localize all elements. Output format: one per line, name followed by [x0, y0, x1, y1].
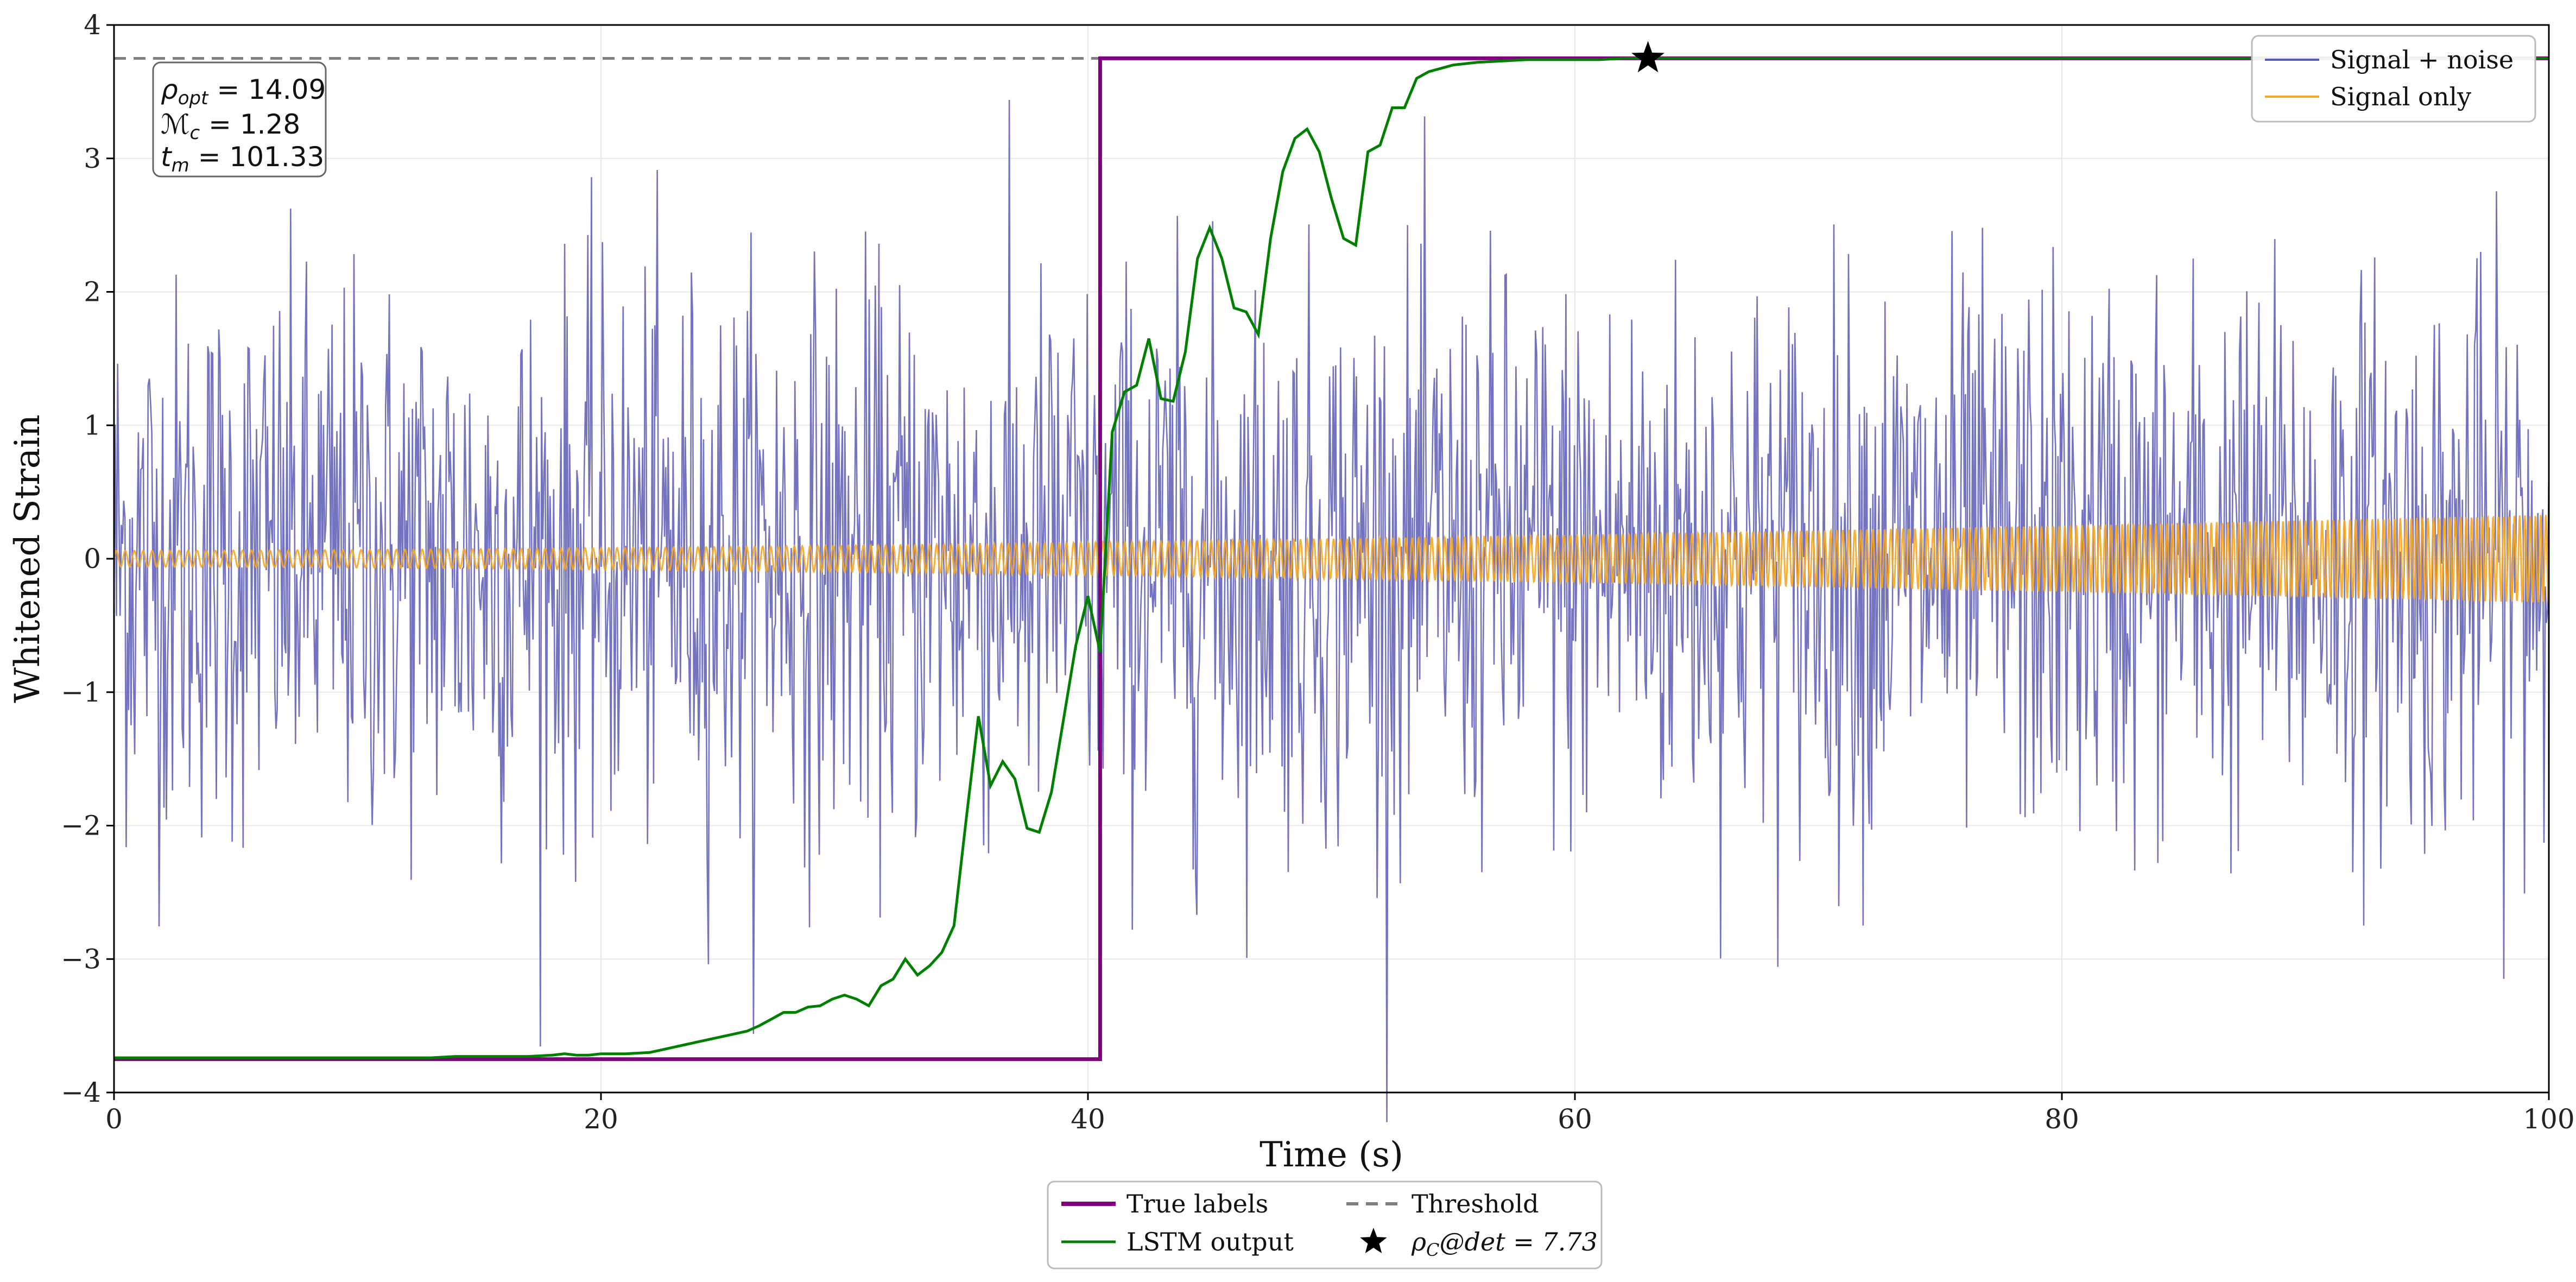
y-tick-label: −3: [61, 943, 101, 975]
x-tick-label: 80: [2045, 1103, 2079, 1135]
annotation-box: [152, 61, 327, 178]
legend-bottom: True labels Threshold LSTM output ρC@det…: [1047, 1180, 1603, 1270]
y-tick-label: 1: [84, 409, 101, 441]
x-tick-label: 20: [584, 1103, 618, 1135]
annotation-merger-time: tm = 101.33: [161, 141, 324, 176]
x-tick-label: 40: [1071, 1103, 1105, 1135]
y-axis-title: Whitened Strain: [8, 414, 48, 703]
annotation-chirp-mass: ℳc = 1.28: [161, 109, 300, 144]
lstm-output-series: [114, 56, 2549, 1059]
detection-star-layer: [1631, 41, 1664, 73]
legend-bottom-box: [1047, 1180, 1603, 1270]
signal-noise-series: [113, 99, 2550, 1122]
y-tick-label: 2: [84, 276, 101, 308]
lstm-output-layer: [114, 56, 2549, 1059]
legend-label-signal-noise: Signal + noise: [2330, 45, 2514, 74]
annotation-rho-opt: ρopt = 14.09: [161, 74, 326, 109]
legend-label-lstm-output: LSTM output: [1126, 1227, 1294, 1256]
y-tick-label: −4: [61, 1077, 101, 1108]
x-axis-title: Time (s): [1259, 1135, 1403, 1175]
y-tick-label: 3: [84, 143, 101, 174]
legend-star-marker: [1360, 1228, 1387, 1253]
axis-ticks: 0 20 40 60 80 100 −4 −3 −2 −1 0 1 2 3 4: [61, 9, 2574, 1135]
y-tick-label: −2: [61, 810, 101, 842]
legend-inset-box: [2251, 35, 2536, 123]
detection-star: [1631, 41, 1664, 73]
signal-noise-layer: [113, 99, 2550, 1122]
legend-label-detection: ρC@det = 7.73: [1411, 1227, 1598, 1260]
signal-only-layer: [113, 514, 2550, 604]
x-tick-label: 60: [1558, 1103, 1592, 1135]
x-tick-label: 100: [2523, 1103, 2574, 1135]
legend-label-true-labels: True labels: [1126, 1189, 1268, 1218]
y-tick-label: 4: [84, 9, 101, 41]
parameter-annotation: ρopt = 14.09 ℳc = 1.28 tm = 101.33: [152, 61, 327, 178]
legend-label-signal-only: Signal only: [2330, 82, 2471, 111]
y-tick-label: −1: [61, 677, 101, 708]
legend-label-threshold: Threshold: [1412, 1189, 1539, 1218]
signal-only-series: [113, 514, 2550, 604]
x-tick-label: 0: [105, 1103, 123, 1135]
y-tick-label: 0: [84, 543, 101, 574]
legend-inset: Signal + noise Signal only: [2251, 35, 2536, 123]
legend-swatch-detection-star: [1360, 1228, 1387, 1253]
